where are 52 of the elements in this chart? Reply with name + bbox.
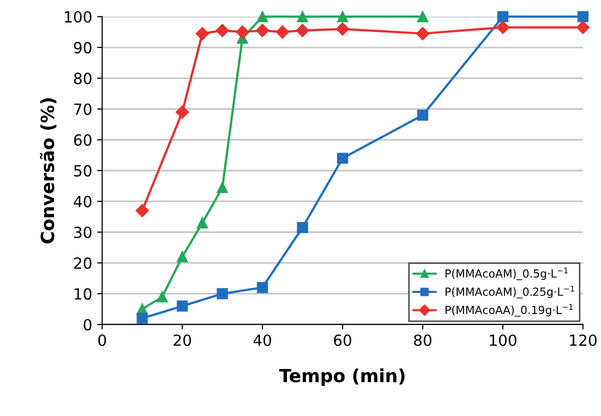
y-tick-label: 0 bbox=[84, 318, 92, 330]
y-tick-label: 70 bbox=[74, 103, 92, 116]
point bbox=[417, 110, 428, 121]
point bbox=[416, 26, 430, 40]
point bbox=[417, 11, 428, 22]
y-axis-title: Conversão (%) bbox=[40, 98, 56, 244]
y-tick-label: 90 bbox=[74, 42, 92, 54]
x-axis-title: Tempo (min) bbox=[279, 368, 404, 386]
point bbox=[256, 282, 268, 294]
y-tick-label: 50 bbox=[74, 165, 92, 177]
y-tick-label: 10 bbox=[74, 288, 92, 300]
point bbox=[216, 182, 228, 194]
x-tick-label: 120 bbox=[570, 334, 597, 346]
y-tick-label: 100 bbox=[64, 11, 92, 23]
point bbox=[337, 152, 348, 164]
x-tick-label: 20 bbox=[174, 334, 192, 346]
point bbox=[577, 11, 589, 22]
point bbox=[136, 204, 149, 218]
point bbox=[496, 20, 510, 34]
y-tick-label: 40 bbox=[74, 196, 92, 208]
legend-label: P(MMAcoAM)_0.5g·L$^{−1}$ bbox=[446, 268, 568, 280]
point bbox=[337, 11, 348, 22]
point bbox=[336, 22, 350, 36]
y-tick-label: 30 bbox=[74, 226, 92, 238]
y-tick-label: 80 bbox=[74, 72, 92, 84]
x-tick-label: 0 bbox=[98, 334, 106, 346]
point bbox=[216, 24, 229, 38]
point bbox=[296, 11, 308, 22]
point bbox=[136, 312, 148, 324]
point bbox=[176, 300, 188, 312]
point bbox=[256, 24, 270, 38]
point bbox=[196, 217, 208, 228]
point bbox=[216, 288, 228, 300]
x-tick-label: 80 bbox=[414, 334, 432, 346]
legend-label: P(MMAcoAM)_0.25g·L$^{−1}$ bbox=[446, 286, 574, 298]
point bbox=[176, 105, 189, 119]
point bbox=[576, 20, 590, 34]
x-tick-label: 40 bbox=[253, 334, 272, 346]
point bbox=[276, 25, 290, 39]
point bbox=[236, 25, 249, 39]
point bbox=[296, 222, 308, 234]
y-tick-label: 60 bbox=[74, 134, 92, 146]
point bbox=[176, 251, 188, 262]
x-tick-label: 100 bbox=[490, 334, 516, 346]
y-tick-label: 20 bbox=[74, 257, 92, 269]
legend-label: P(MMAcoAA)_0.19g·L$^{−1}$ bbox=[446, 304, 573, 317]
point bbox=[256, 11, 268, 22]
point bbox=[296, 24, 310, 38]
point bbox=[156, 291, 168, 302]
point bbox=[196, 26, 209, 40]
x-tick-label: 60 bbox=[334, 334, 352, 346]
point bbox=[497, 11, 508, 22]
